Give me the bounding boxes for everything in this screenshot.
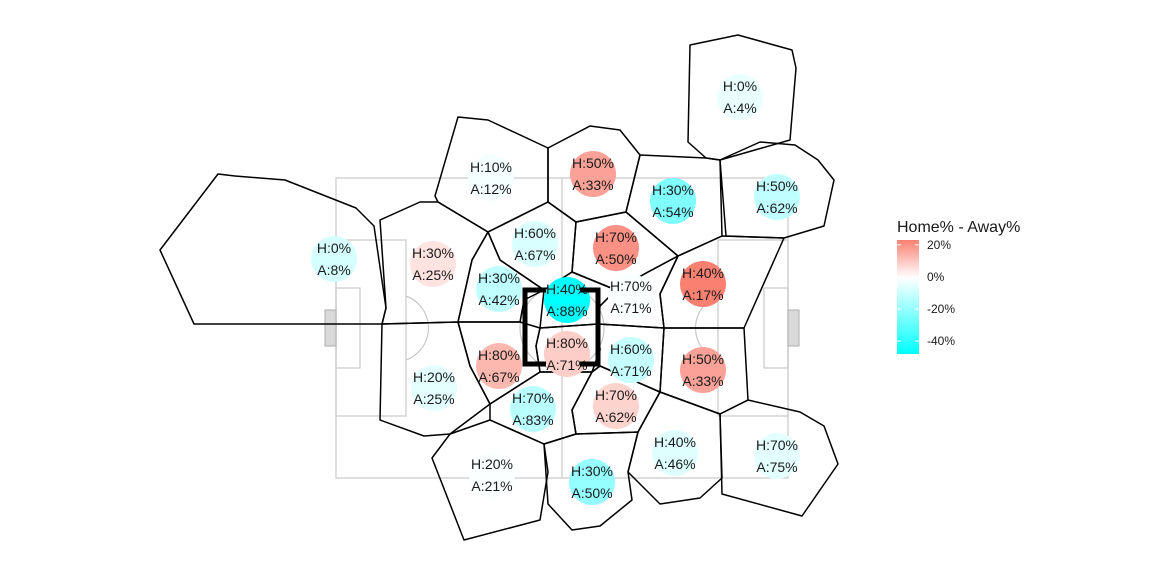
highlight-bracket-left: [522, 287, 546, 367]
legend-tick-label: 20%: [927, 238, 951, 252]
cell-away-label: A:21%: [471, 478, 512, 494]
cell-home-label: H:70%: [610, 278, 652, 294]
cell-away-label: A:12%: [470, 181, 511, 197]
cell-away-label: A:4%: [723, 100, 756, 116]
cell-value-circle: [650, 178, 696, 224]
cell-away-label: A:88%: [546, 303, 587, 319]
cell-away-label: A:42%: [478, 292, 519, 308]
cell-away-label: A:46%: [654, 456, 695, 472]
cell-home-label: H:40%: [546, 281, 588, 297]
cell-home-label: H:30%: [412, 245, 454, 261]
cell-marks: H:0% A:4% H:10% A:12% H:50% A:33% H:30% A:54% H:…: [311, 74, 800, 505]
voronoi-cell: [457, 231, 545, 323]
cell-value-circle: [754, 433, 800, 479]
legend-ticks: 20% 0% -20% -40%: [897, 238, 955, 348]
cell-value-circle: [510, 386, 556, 432]
cell-value-circle: [680, 347, 726, 393]
voronoi-cell: [159, 173, 387, 325]
cell-value-circle: [476, 343, 522, 389]
highlight-bracket: [522, 287, 601, 367]
cell-value-circle: [680, 261, 726, 307]
cell-home-label: H:30%: [571, 463, 613, 479]
cell-home-label: H:50%: [756, 178, 798, 194]
voronoi-cell: [719, 399, 839, 517]
cell-value-circle: [569, 459, 615, 505]
cell-value-circle: [468, 155, 514, 201]
cell-home-label: H:70%: [756, 437, 798, 453]
cell-value-circle: [593, 383, 639, 429]
voronoi-cell: [431, 419, 549, 541]
cell-away-label: A:25%: [412, 267, 453, 283]
cell-away-label: A:67%: [478, 369, 519, 385]
voronoi-cell: [627, 391, 723, 505]
cell-home-label: H:0%: [723, 78, 757, 94]
cell-value-circle: [544, 277, 590, 323]
cell-home-label: H:20%: [471, 456, 513, 472]
cell-home-label: H:10%: [470, 159, 512, 175]
cell-home-label: H:50%: [682, 351, 724, 367]
cell-value-circle: [608, 274, 654, 320]
cell-home-label: H:60%: [610, 341, 652, 357]
cell-away-label: A:33%: [572, 177, 613, 193]
cell-home-label: H:70%: [512, 390, 554, 406]
cell-home-label: H:80%: [546, 335, 588, 351]
cell-home-label: H:40%: [654, 434, 696, 450]
cell-value-circle: [608, 337, 654, 383]
cell-home-label: H:20%: [413, 369, 455, 385]
legend-tick-label: -40%: [927, 334, 955, 348]
voronoi-cell: [379, 321, 491, 437]
cell-away-label: A:50%: [571, 485, 612, 501]
cell-home-label: H:50%: [572, 155, 614, 171]
cell-away-label: A:75%: [756, 459, 797, 475]
right-goal: [787, 309, 800, 347]
cell-value-circle: [652, 430, 698, 476]
cell-home-label: H:60%: [514, 225, 556, 241]
legend: Home% - Away% 20% 0% -20% -40%: [897, 219, 1020, 354]
pitch-left-arc: [405, 295, 430, 361]
legend-tick-label: -20%: [927, 302, 955, 316]
pitch-left-six-yard-box: [335, 287, 361, 369]
cell-away-label: A:54%: [652, 204, 693, 220]
cell-value-circle: [311, 236, 357, 282]
cell-home-label: H:30%: [478, 270, 520, 286]
cell-home-label: H:0%: [317, 240, 351, 256]
cell-away-label: A:71%: [546, 357, 587, 373]
highlight-bracket-right: [580, 287, 601, 367]
cell-away-label: A:71%: [610, 363, 651, 379]
cell-home-label: H:40%: [682, 265, 724, 281]
cell-home-label: H:70%: [595, 229, 637, 245]
legend-tick-label: 0%: [927, 270, 945, 284]
cell-away-label: A:62%: [756, 200, 797, 216]
pitch-right-six-yard-box: [763, 287, 789, 369]
cell-away-label: A:67%: [514, 247, 555, 263]
cell-away-label: A:83%: [512, 412, 553, 428]
left-goal: [324, 309, 337, 347]
cell-value-circle: [717, 74, 763, 120]
cell-value-circle: [469, 452, 515, 498]
cell-home-label: H:70%: [595, 387, 637, 403]
cell-away-label: A:25%: [413, 391, 454, 407]
cell-away-label: A:71%: [610, 300, 651, 316]
legend-title: Home% - Away%: [897, 219, 1020, 236]
cell-value-circle: [476, 266, 522, 312]
cell-value-circle: [410, 241, 456, 287]
cell-value-circle: [544, 331, 590, 377]
cell-away-label: A:62%: [595, 409, 636, 425]
cell-value-circle: [593, 225, 639, 271]
legend-color-bar: [897, 240, 919, 354]
cell-away-label: A:33%: [682, 373, 723, 389]
cell-away-label: A:8%: [317, 262, 350, 278]
cell-value-circle: [754, 174, 800, 220]
cell-value-circle: [512, 221, 558, 267]
cell-away-label: A:17%: [682, 287, 723, 303]
cell-away-label: A:50%: [595, 251, 636, 267]
cell-home-label: H:80%: [478, 347, 520, 363]
cell-home-label: H:30%: [652, 182, 694, 198]
cell-value-circle: [570, 151, 616, 197]
cell-value-circle: [411, 365, 457, 411]
voronoi-cell: [687, 34, 797, 161]
voronoi-cell: [543, 431, 639, 531]
